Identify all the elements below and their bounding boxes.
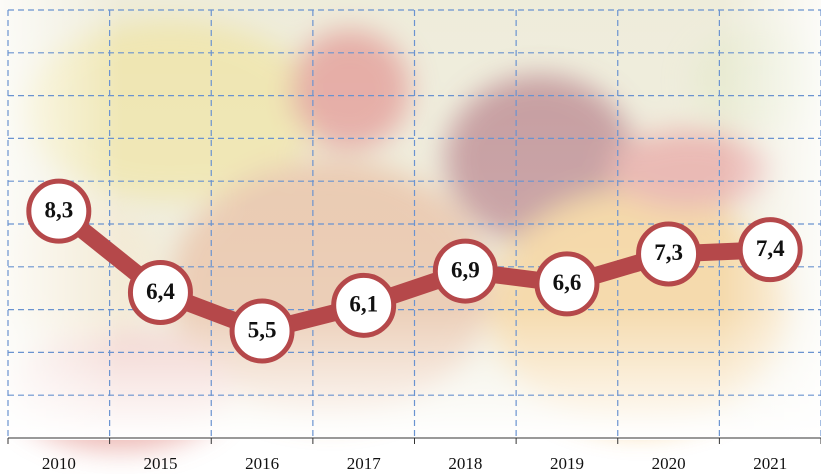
marker [127, 259, 193, 325]
x-tick-label: 2020 [652, 454, 686, 473]
marker [229, 298, 295, 364]
x-tick-label: 2021 [753, 454, 787, 473]
background-photo [0, 0, 821, 450]
data-label: 6,4 [146, 279, 175, 304]
data-label: 6,6 [553, 270, 582, 295]
marker [737, 217, 803, 283]
data-label: 6,1 [349, 292, 378, 317]
marker [636, 221, 702, 287]
marker [534, 251, 600, 317]
data-label: 7,4 [756, 236, 785, 261]
marker [331, 272, 397, 338]
data-label: 7,3 [654, 240, 683, 265]
data-label: 6,9 [451, 257, 480, 282]
plot: 2010 8,3 2015 6,4 2016 5,5 2017 6,1 2018 6,9 2019 6… [26, 178, 803, 473]
x-tick-label: 2018 [448, 454, 482, 473]
x-tick-label: 2010 [42, 454, 76, 473]
x-tick-label: 2016 [245, 454, 279, 473]
marker [26, 178, 92, 244]
marker [432, 238, 498, 304]
data-label: 8,3 [44, 197, 73, 222]
x-tick-label: 2015 [143, 454, 177, 473]
x-tick-label: 2017 [347, 454, 382, 473]
x-tick-label: 2019 [550, 454, 584, 473]
data-label: 5,5 [248, 317, 277, 342]
